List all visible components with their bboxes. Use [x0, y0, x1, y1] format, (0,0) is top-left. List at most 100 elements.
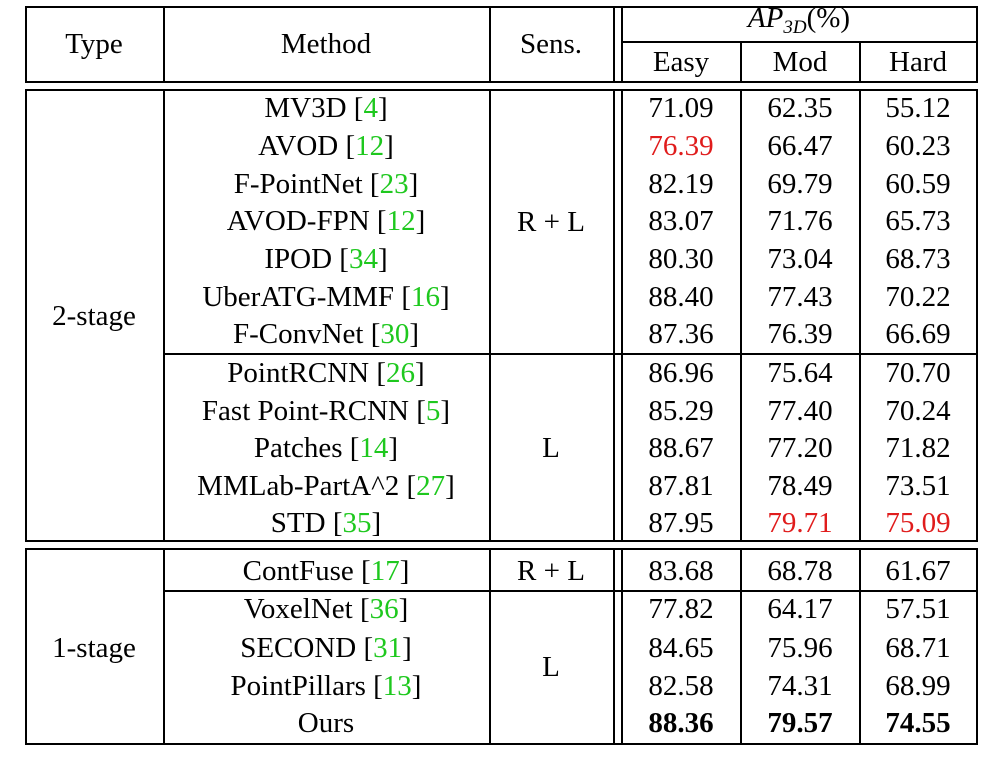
citation-link[interactable]: 12 [386, 205, 416, 237]
method-name: AVOD [12] [258, 130, 394, 162]
vrule-right-g2 [976, 548, 978, 745]
value-mod: 62.35 [767, 92, 833, 124]
metric-sub: 3D [783, 17, 807, 38]
sensor-label: L [542, 432, 560, 464]
citation-link[interactable]: 14 [359, 432, 389, 464]
method-label: ContFuse [242, 555, 354, 587]
header-hard: Hard [889, 46, 947, 78]
rule-group1-top [25, 89, 978, 91]
rule-group1-bottom [25, 540, 978, 542]
value-mod: 74.31 [767, 670, 833, 702]
value-mod: 79.57 [767, 707, 833, 739]
method-label: PointPillars [230, 670, 366, 702]
vrule-left-g1 [25, 89, 27, 542]
header-metric: AP3D(%) [748, 0, 850, 46]
value-easy: 87.81 [648, 470, 714, 502]
value-hard: 75.09 [885, 507, 951, 539]
citation-link[interactable]: 4 [363, 92, 378, 124]
vrule-method-sens-g1 [489, 89, 491, 542]
citation-link[interactable]: 31 [373, 632, 403, 664]
method-name: Fast Point-RCNN [5] [201, 395, 451, 427]
method-label: PointRCNN [227, 357, 370, 389]
value-easy: 84.65 [648, 632, 714, 664]
method-label: AVOD [258, 130, 339, 162]
value-hard: 73.51 [885, 470, 951, 502]
value-hard: 66.69 [885, 318, 951, 350]
sensor-label: L [542, 651, 560, 683]
method-name: Patches [14] [253, 432, 399, 464]
vrule-double-b-g2 [621, 548, 623, 745]
value-mod: 66.47 [767, 130, 833, 162]
method-name: SECOND [31] [240, 632, 412, 664]
method-name: MV3D [4] [264, 92, 388, 124]
citation-link[interactable]: 23 [379, 168, 409, 200]
method-name: ContFuse [17] [242, 555, 410, 587]
citation-link[interactable]: 30 [380, 318, 410, 350]
value-easy: 86.96 [648, 357, 714, 389]
method-label: IPOD [264, 243, 333, 275]
value-easy: 87.95 [648, 507, 714, 539]
method-label: Fast Point-RCNN [201, 395, 409, 427]
value-easy: 76.39 [648, 130, 714, 162]
vrule-double-a-g1 [613, 89, 615, 542]
method-label: AVOD-FPN [226, 205, 370, 237]
value-hard: 55.12 [885, 92, 951, 124]
method-name: VoxelNet [36] [243, 593, 409, 625]
value-hard: 70.70 [885, 357, 951, 389]
method-name: AVOD-FPN [12] [226, 205, 426, 237]
citation-link[interactable]: 27 [416, 470, 446, 502]
citation-link[interactable]: 16 [410, 281, 440, 313]
value-hard: 70.22 [885, 281, 951, 313]
value-hard: 71.82 [885, 432, 951, 464]
method-name: F-ConvNet [30] [232, 318, 420, 350]
value-hard: 60.59 [885, 168, 951, 200]
rule-bottom [25, 743, 978, 745]
value-hard: 68.73 [885, 243, 951, 275]
vrule-easy-mod-g2 [740, 548, 742, 745]
method-name: IPOD [34] [264, 243, 388, 275]
citation-link[interactable]: 13 [382, 670, 412, 702]
vrule-double-a-g2 [613, 548, 615, 745]
method-name: PointRCNN [26] [227, 357, 425, 389]
rule-metric-under [621, 41, 978, 43]
method-name: MMLab-PartA^2 [27] [197, 470, 455, 502]
method-label: MV3D [264, 92, 347, 124]
method-label: MMLab-PartA^2 [197, 470, 400, 502]
value-mod: 77.40 [767, 395, 833, 427]
vrule-mod-hard-g2 [859, 548, 861, 745]
method-label: Ours [297, 707, 355, 739]
method-label: F-PointNet [233, 168, 363, 200]
value-mod: 78.49 [767, 470, 833, 502]
value-mod: 76.39 [767, 318, 833, 350]
citation-link[interactable]: 35 [342, 507, 372, 539]
vrule-double-b-header [621, 6, 623, 83]
vrule-type-method-g1 [163, 89, 165, 542]
citation-link[interactable]: 5 [425, 395, 441, 427]
header-method: Method [280, 28, 372, 60]
value-hard: 68.99 [885, 670, 951, 702]
citation-link[interactable]: 17 [370, 555, 400, 587]
rule-subgroup-split-2 [163, 590, 978, 592]
value-easy: 88.36 [648, 707, 714, 739]
citation-link[interactable]: 34 [348, 243, 378, 275]
vrule-right-header [976, 6, 978, 83]
citation-link[interactable]: 26 [386, 357, 416, 389]
value-easy: 88.67 [648, 432, 714, 464]
method-name: Ours [298, 705, 354, 741]
value-mod: 68.78 [767, 555, 833, 587]
sensor-label: R + L [517, 206, 585, 238]
value-easy: 83.07 [648, 205, 714, 237]
value-mod: 77.43 [767, 281, 833, 313]
citation-link[interactable]: 36 [369, 593, 399, 625]
value-hard: 70.24 [885, 395, 951, 427]
rule-subgroup-split-1 [163, 353, 978, 355]
citation-link[interactable]: 12 [355, 130, 385, 162]
vrule-type-method-g2 [163, 548, 165, 745]
header-type: Type [65, 28, 123, 60]
vrule-method-sens-header [489, 6, 491, 83]
group-type-label: 1-stage [52, 632, 136, 664]
value-mod: 69.79 [767, 168, 833, 200]
value-easy: 88.40 [648, 281, 714, 313]
value-easy: 85.29 [648, 395, 714, 427]
